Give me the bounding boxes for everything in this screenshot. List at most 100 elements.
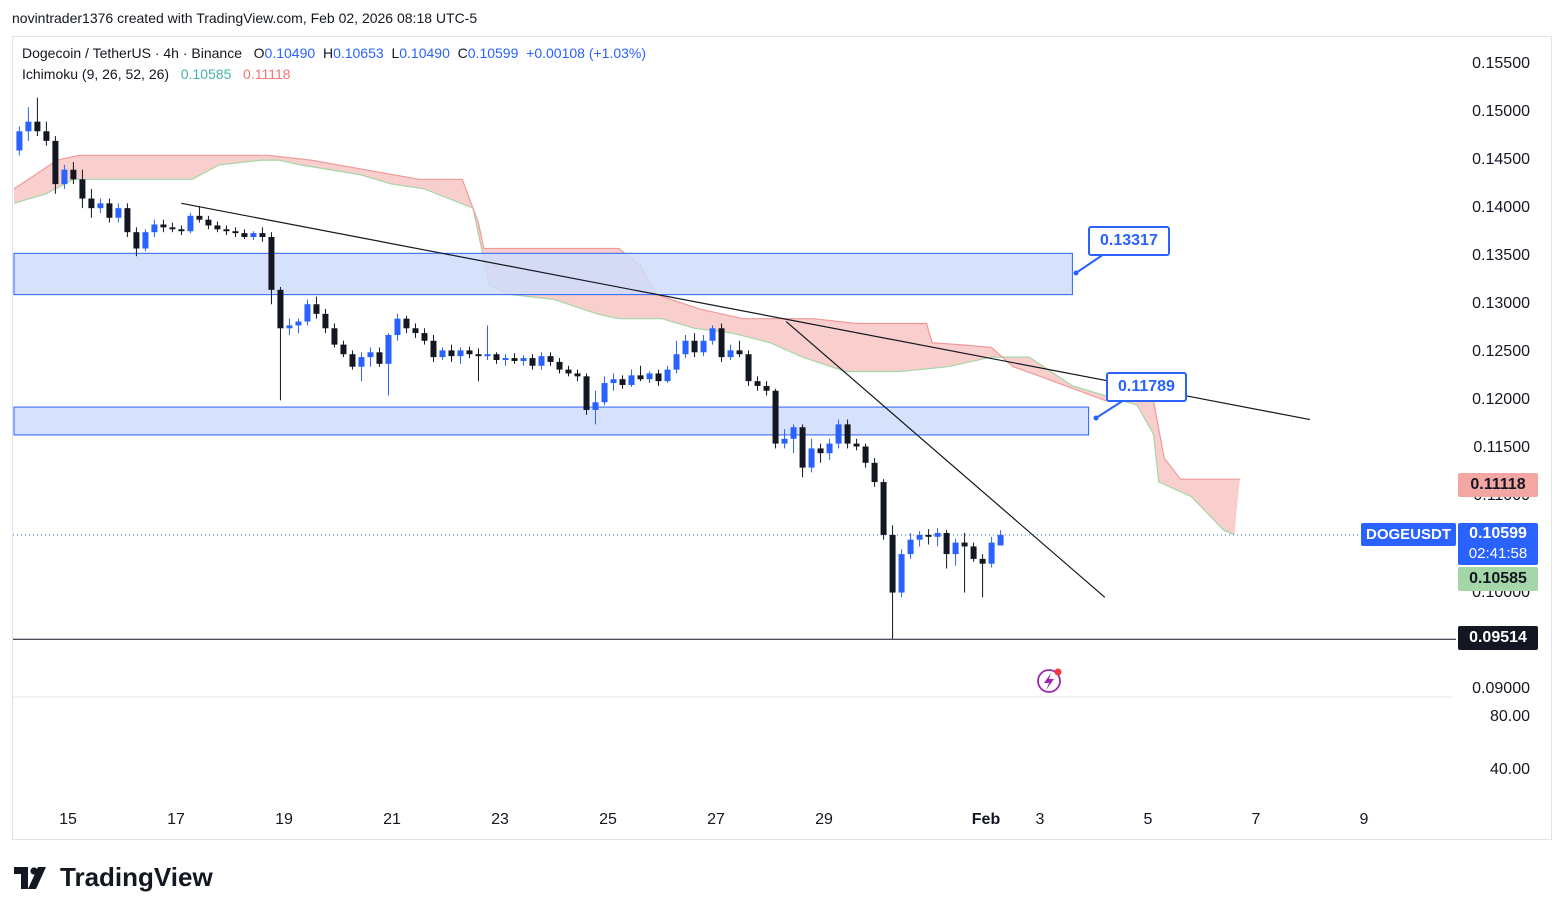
candle-body (727, 350, 734, 358)
candle-body (376, 352, 383, 364)
candle-body (862, 446, 869, 463)
horizontal-line-tag: 0.09514 (1458, 626, 1538, 650)
candle-body (673, 354, 680, 370)
candle (754, 376, 761, 391)
candle-body (808, 448, 815, 468)
symbol-title[interactable]: Dogecoin / TetherUS · 4h · Binance (22, 45, 242, 61)
candle (115, 203, 122, 223)
candle (205, 215, 212, 230)
candle (403, 315, 410, 334)
candle (601, 376, 608, 406)
candle (646, 371, 653, 384)
candle (79, 169, 86, 209)
candle-body (295, 321, 302, 326)
last-price-tag: 0.10599 02:41:58 (1458, 523, 1538, 565)
support-zone-2 (13, 406, 1090, 436)
candle (862, 443, 869, 468)
candle-body (925, 534, 932, 537)
time-tick: 9 (1359, 811, 1369, 828)
candle-body (322, 313, 329, 329)
candle (484, 325, 491, 360)
candle-body (277, 289, 284, 329)
candle (367, 347, 374, 367)
candle (151, 219, 158, 237)
candle-body (799, 427, 806, 468)
candle-body (439, 350, 446, 358)
ichimoku-span-a-tag: 0.10585 (1458, 567, 1538, 591)
candle-body (880, 482, 887, 535)
oscillator-tick-40: 40.00 (1489, 761, 1530, 778)
candle (124, 203, 131, 237)
candle (502, 354, 509, 366)
candle-body (898, 554, 905, 593)
candle-body (961, 542, 968, 547)
candle-body (988, 542, 995, 564)
candle-body (34, 121, 41, 132)
tradingview-logo[interactable]: TradingView (14, 862, 213, 893)
candle-body (601, 383, 608, 403)
symbol-tag: DOGEUSDT (1361, 523, 1457, 546)
candle-body (448, 350, 455, 357)
candle (34, 97, 41, 137)
candle (745, 350, 752, 386)
bar-countdown: 02:41:58 (1468, 545, 1528, 562)
candle (97, 198, 104, 213)
candle (493, 352, 500, 364)
candle-body (124, 208, 131, 233)
candle-body (421, 333, 428, 341)
candle (340, 340, 347, 358)
candle (70, 162, 77, 185)
indicator-title[interactable]: Ichimoku (9, 26, 52, 26) (22, 66, 170, 82)
candle (232, 227, 239, 237)
candle-body (763, 385, 770, 391)
candle-body (106, 203, 113, 218)
close-value: 0.10599 (467, 45, 519, 61)
candle-body (115, 208, 122, 218)
change-value: +0.00108 (+1.03%) (526, 45, 647, 61)
candle-body (736, 350, 743, 355)
price-tick: 0.12500 (1472, 343, 1530, 361)
candle (673, 340, 680, 374)
support-zone-1 (13, 252, 1073, 296)
candle (763, 381, 770, 396)
candle-body (313, 304, 320, 314)
candle-body (457, 350, 464, 357)
candle-body (907, 539, 914, 555)
candle-body (196, 215, 203, 220)
candle (448, 344, 455, 362)
low-value: 0.10490 (399, 45, 450, 61)
oscillator-tick-80: 80.00 (1489, 708, 1530, 725)
candle (385, 333, 392, 396)
candle-body (169, 227, 176, 230)
candle-body (493, 354, 500, 360)
candle-body (142, 232, 149, 249)
candle-body (484, 354, 491, 357)
candle (241, 229, 248, 239)
callout-label-upper[interactable]: 0.13317 (1088, 226, 1170, 256)
candle-body (331, 328, 338, 345)
candle (718, 323, 725, 362)
candle-body (817, 448, 824, 454)
candle-body (241, 233, 248, 237)
candle-body (259, 233, 266, 237)
open-value: 0.10490 (264, 45, 316, 61)
candle (475, 348, 482, 382)
callout-anchor-1 (1073, 270, 1079, 276)
candle-body (133, 232, 140, 249)
candle-body (952, 542, 959, 555)
high-value: 0.10653 (333, 45, 384, 61)
price-tick: 0.14500 (1472, 151, 1530, 169)
time-tick: 3 (1035, 811, 1045, 828)
candle-body (664, 369, 671, 382)
candle-body (340, 344, 347, 355)
callout-label-lower[interactable]: 0.11789 (1106, 372, 1187, 402)
time-tick: 21 (383, 811, 401, 828)
candle-body (583, 376, 590, 410)
candle (709, 325, 716, 345)
candle (952, 538, 959, 566)
candle-body (205, 219, 212, 226)
close-label: C (457, 45, 468, 61)
candle (799, 424, 806, 478)
candle (844, 419, 851, 449)
